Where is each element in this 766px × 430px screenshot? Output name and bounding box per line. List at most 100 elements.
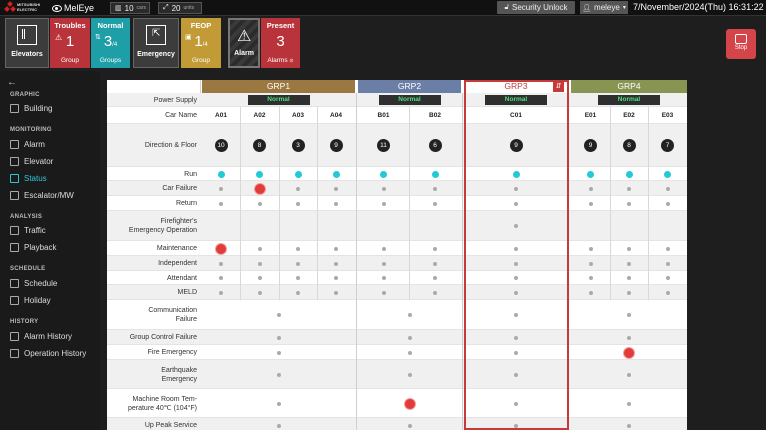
sidebar-item-alarm[interactable]: Alarm	[10, 140, 45, 149]
status-dot-inactive[interactable]	[276, 350, 281, 355]
group-header[interactable]: GRP2	[358, 80, 461, 93]
status-dot-inactive[interactable]	[627, 313, 631, 317]
status-dot-inactive[interactable]	[665, 201, 670, 206]
status-dot-inactive[interactable]	[665, 276, 670, 280]
car-floor-indicator[interactable]: 9	[584, 139, 597, 152]
status-dot-active[interactable]	[294, 170, 302, 178]
status-dot-inactive[interactable]	[381, 186, 386, 191]
status-dot-inactive[interactable]	[433, 186, 437, 191]
status-dot-inactive[interactable]	[276, 372, 281, 377]
status-dot-inactive[interactable]	[334, 246, 338, 251]
group-header[interactable]: GRP3	[465, 80, 567, 93]
status-dot-inactive[interactable]	[514, 313, 518, 317]
car-name[interactable]: B02	[429, 112, 441, 119]
status-dot-inactive[interactable]	[627, 335, 631, 340]
status-dot-inactive[interactable]	[381, 261, 386, 266]
status-dot-active[interactable]	[256, 170, 263, 178]
status-dot-inactive[interactable]	[257, 290, 262, 295]
car-name[interactable]: A02	[253, 112, 266, 119]
status-dot-inactive[interactable]	[514, 350, 518, 355]
car-floor-indicator[interactable]: 8	[253, 139, 266, 152]
car-floor-indicator[interactable]: 6	[428, 139, 442, 152]
stop-buzzer-button[interactable]: Stop	[726, 29, 756, 59]
troubles-tile[interactable]: Troubles ⚠ 1 Group	[50, 18, 90, 68]
status-dot-inactive[interactable]	[627, 401, 631, 406]
status-dot-inactive[interactable]	[665, 186, 670, 191]
status-dot-inactive[interactable]	[381, 201, 386, 206]
car-name[interactable]: B01	[377, 112, 390, 119]
status-dot-inactive[interactable]	[433, 276, 437, 280]
sidebar-item-escalator[interactable]: Escalator/MW	[10, 191, 74, 200]
car-floor-indicator[interactable]: 9	[329, 139, 343, 152]
group-header[interactable]: GRP1	[202, 80, 355, 93]
status-dot-inactive[interactable]	[514, 224, 518, 228]
car-name[interactable]: C01	[510, 112, 522, 119]
car-floor-indicator[interactable]: 7	[661, 139, 674, 152]
status-dot-inactive[interactable]	[334, 261, 338, 266]
status-dot-active[interactable]	[587, 170, 594, 178]
status-dot-inactive[interactable]	[276, 401, 281, 406]
car-name[interactable]: E03	[661, 112, 674, 119]
car-name[interactable]: A03	[292, 112, 304, 119]
status-dot-active[interactable]	[664, 170, 671, 178]
feop-tile[interactable]: FEOP ▣ 1/4 Group	[181, 18, 221, 68]
sidebar-item-status[interactable]: Status	[10, 174, 47, 183]
status-dot-inactive[interactable]	[276, 335, 281, 340]
status-dot-inactive[interactable]	[407, 313, 412, 317]
status-dot-inactive[interactable]	[514, 201, 518, 206]
status-dot-inactive[interactable]	[381, 290, 386, 295]
status-dot-inactive[interactable]	[407, 350, 412, 355]
emergency-tile[interactable]: ⇱ Emergency	[133, 18, 179, 68]
status-dot-inactive[interactable]	[433, 290, 437, 295]
sidebar-item-playback[interactable]: Playback	[10, 243, 56, 252]
status-dot-inactive[interactable]	[334, 290, 338, 295]
status-dot-inactive[interactable]	[514, 246, 518, 251]
status-dot-active[interactable]	[431, 170, 439, 178]
status-dot-inactive[interactable]	[381, 276, 386, 280]
status-dot-inactive[interactable]	[219, 201, 223, 206]
status-dot-inactive[interactable]	[588, 276, 593, 280]
status-dot-inactive[interactable]	[627, 186, 631, 191]
status-dot-active[interactable]	[380, 170, 387, 178]
status-dot-alert[interactable]	[624, 347, 634, 358]
status-dot-inactive[interactable]	[257, 276, 262, 280]
emergency-panel[interactable]: ⇱ Emergency FEOP ▣ 1/4 Group	[133, 18, 221, 68]
status-dot-inactive[interactable]	[627, 423, 631, 428]
status-dot-inactive[interactable]	[588, 290, 593, 295]
car-name[interactable]: E02	[623, 112, 635, 119]
status-dot-alert[interactable]	[404, 398, 415, 409]
status-dot-active[interactable]	[512, 170, 520, 178]
status-dot-inactive[interactable]	[627, 261, 631, 266]
status-dot-inactive[interactable]	[514, 372, 518, 377]
status-dot-inactive[interactable]	[296, 276, 300, 280]
status-dot-inactive[interactable]	[627, 276, 631, 280]
status-dot-inactive[interactable]	[514, 261, 518, 266]
status-dot-inactive[interactable]	[514, 335, 518, 340]
status-dot-active[interactable]	[332, 170, 340, 178]
status-dot-inactive[interactable]	[627, 290, 631, 295]
car-floor-indicator[interactable]: 10	[214, 139, 228, 152]
sidebar-item-alarm-history[interactable]: Alarm History	[10, 332, 72, 341]
normal-tile[interactable]: Normal ⇅ 3/4 Groups	[91, 18, 130, 68]
status-dot-inactive[interactable]	[257, 201, 262, 206]
car-name[interactable]: A01	[215, 112, 227, 119]
status-dot-inactive[interactable]	[665, 246, 670, 251]
sidebar-item-building[interactable]: Building	[10, 104, 52, 113]
status-dot-inactive[interactable]	[514, 290, 518, 295]
status-dot-alert[interactable]	[254, 183, 265, 194]
status-dot-inactive[interactable]	[665, 261, 670, 266]
status-dot-inactive[interactable]	[627, 201, 631, 206]
status-dot-inactive[interactable]	[514, 276, 518, 280]
status-dot-alert[interactable]	[216, 243, 226, 254]
car-floor-indicator[interactable]: 8	[622, 139, 636, 152]
status-dot-inactive[interactable]	[219, 276, 223, 280]
user-menu-button[interactable]: 👤︎ meleye ▾	[580, 1, 628, 14]
status-dot-inactive[interactable]	[296, 290, 300, 295]
sidebar-item-schedule[interactable]: Schedule	[10, 279, 57, 288]
status-dot-inactive[interactable]	[627, 372, 631, 377]
status-dot-inactive[interactable]	[257, 261, 262, 266]
group-header[interactable]: GRP4	[571, 80, 687, 93]
status-dot-inactive[interactable]	[407, 335, 412, 340]
status-dot-inactive[interactable]	[276, 423, 281, 428]
status-dot-inactive[interactable]	[588, 246, 593, 251]
